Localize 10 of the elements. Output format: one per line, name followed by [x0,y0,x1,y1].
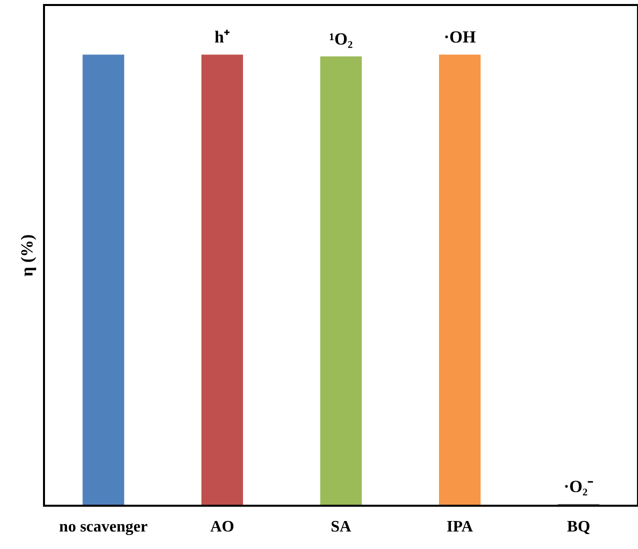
x-tick-label: AO [210,518,234,536]
annotation: ·O₂⁻ [564,476,594,496]
annotation: h⁺ [214,28,230,47]
x-tick-label: IPA [446,518,474,536]
annotation: ¹O₂ [329,29,353,48]
annotation: ·OH [444,28,476,47]
y-axis-title: η (%) [17,234,36,277]
x-tick-label: no scavenger [59,518,148,536]
x-tick-label: BQ [567,518,590,536]
x-tick-label: SA [330,518,352,536]
